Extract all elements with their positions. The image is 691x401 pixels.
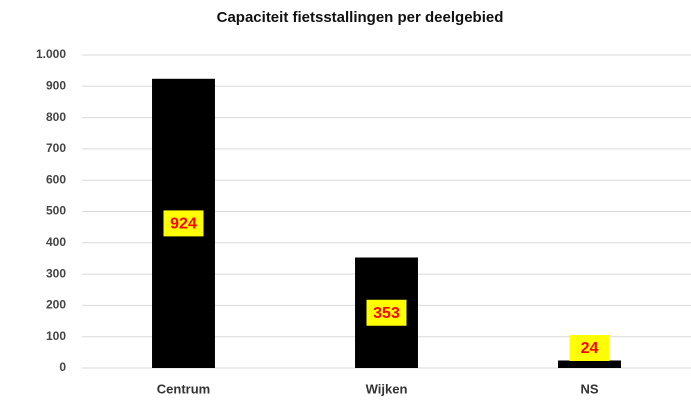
y-tick-label: 800 [46, 110, 66, 124]
x-tick-label: NS [580, 381, 598, 396]
bar [558, 360, 621, 368]
y-tick-label: 500 [46, 204, 66, 218]
y-tick-label: 0 [59, 360, 66, 374]
x-tick-label: Wijken [366, 381, 408, 396]
data-label: 924 [170, 216, 197, 233]
data-label-background [366, 299, 407, 326]
data-label-background [163, 210, 204, 237]
chart-title: Capaciteit fietsstallingen per deelgebie… [217, 9, 504, 26]
y-tick-label: 1.000 [36, 47, 66, 61]
y-tick-label: 900 [46, 78, 66, 92]
y-tick-label: 100 [46, 329, 66, 343]
data-label: 353 [373, 305, 400, 322]
y-tick-label: 400 [46, 235, 66, 249]
data-label-background [569, 335, 610, 361]
data-label: 24 [581, 340, 599, 357]
x-tick-label: Centrum [157, 381, 210, 396]
y-tick-label: 200 [46, 298, 66, 312]
y-tick-label: 600 [46, 172, 66, 186]
y-tick-label: 700 [46, 141, 66, 155]
y-tick-label: 300 [46, 266, 66, 280]
